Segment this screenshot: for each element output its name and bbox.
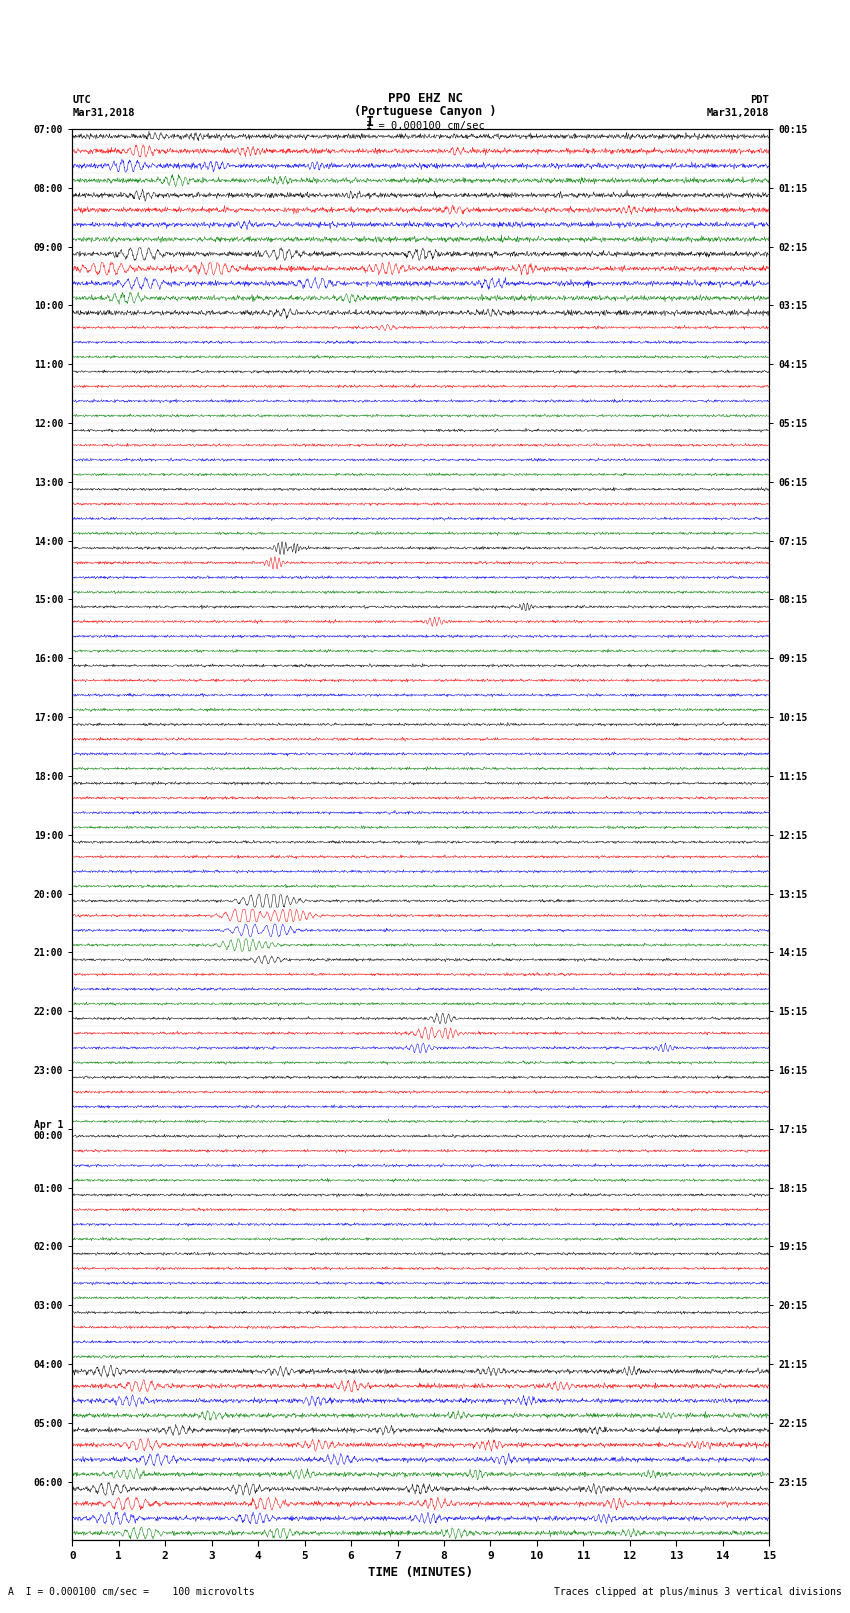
Text: Mar31,2018: Mar31,2018 bbox=[72, 108, 135, 118]
Text: A  I = 0.000100 cm/sec =    100 microvolts: A I = 0.000100 cm/sec = 100 microvolts bbox=[8, 1587, 255, 1597]
Text: I = 0.000100 cm/sec: I = 0.000100 cm/sec bbox=[366, 121, 484, 131]
Text: Traces clipped at plus/minus 3 vertical divisions: Traces clipped at plus/minus 3 vertical … bbox=[553, 1587, 842, 1597]
Text: Mar31,2018: Mar31,2018 bbox=[706, 108, 769, 118]
Text: (Portuguese Canyon ): (Portuguese Canyon ) bbox=[354, 105, 496, 118]
Text: UTC: UTC bbox=[72, 95, 91, 105]
Text: I: I bbox=[366, 115, 374, 129]
Text: PDT: PDT bbox=[751, 95, 769, 105]
Text: PPO EHZ NC: PPO EHZ NC bbox=[388, 92, 462, 105]
X-axis label: TIME (MINUTES): TIME (MINUTES) bbox=[368, 1566, 473, 1579]
